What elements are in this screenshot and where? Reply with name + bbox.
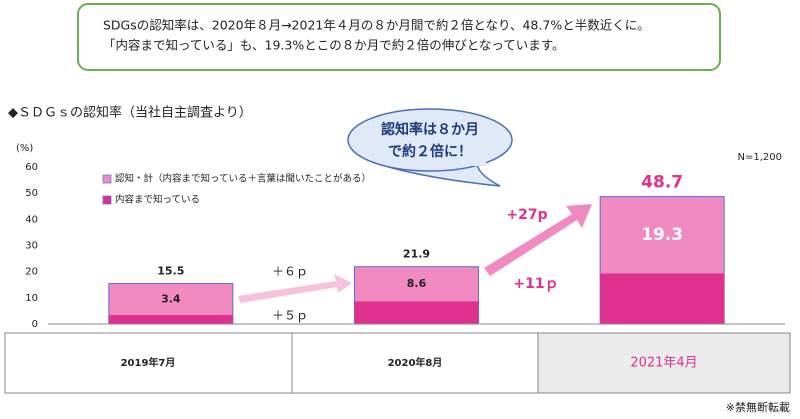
x-tick-label: 2019年7月 [121, 356, 176, 369]
arrow [484, 204, 592, 276]
y-tick-label: 30 [25, 241, 38, 252]
annotation: +27p [506, 207, 547, 223]
y-tick-label: 60 [25, 162, 38, 173]
highlight-cell [537, 332, 791, 394]
legend-label: 認知・計（内容まで知っている＋言葉は聞いたことがある） [115, 173, 371, 185]
chart-title: ◆ＳＤＧｓの認知率（当社自主調査より） [8, 105, 252, 121]
callout [347, 108, 513, 172]
value-label: 3.4 [161, 292, 181, 305]
bar [108, 315, 233, 324]
y-tick-label: 20 [25, 267, 38, 278]
value-label: 48.7 [641, 173, 683, 193]
x-tick-label: 2020年8月 [388, 356, 443, 369]
sample-note: N=1,200 [738, 152, 783, 163]
callout-text: で約２倍に！ [388, 143, 472, 160]
footnote: ※禁無断転載 [726, 400, 790, 414]
annotation: ＋５ｐ [272, 309, 308, 323]
summary-line: SDGsの認知率は、2020年８月→2021年４月の８か月間で約２倍となり、48… [103, 18, 650, 33]
value-label: 19.3 [641, 225, 683, 245]
value-label: 21.9 [403, 248, 430, 261]
annotation: ＋６ｐ [272, 265, 308, 279]
arrow [238, 274, 352, 303]
bar [600, 273, 725, 324]
y-unit: (%) [16, 143, 33, 154]
annotation: +11ｐ [513, 276, 558, 293]
y-tick-label: 40 [25, 214, 38, 225]
callout-join [440, 152, 486, 166]
summary-line: 「内容まで知っている」も、19.3%とこの８か月で約２倍の伸びとなっています。 [103, 38, 564, 53]
x-tick-label: 2021年4月 [630, 356, 697, 371]
y-tick-label: 50 [25, 188, 38, 199]
value-label: 15.5 [157, 264, 184, 277]
legend-swatch [102, 195, 112, 205]
legend-swatch [102, 174, 112, 184]
callout-text: 認知率は８か月 [381, 121, 479, 138]
bar [354, 301, 479, 324]
legend-label: 内容まで知っている [115, 194, 200, 206]
value-label: 8.6 [407, 277, 427, 290]
y-tick-label: 10 [25, 293, 38, 304]
summary-box [77, 3, 721, 71]
y-tick-label: 0 [32, 319, 38, 330]
